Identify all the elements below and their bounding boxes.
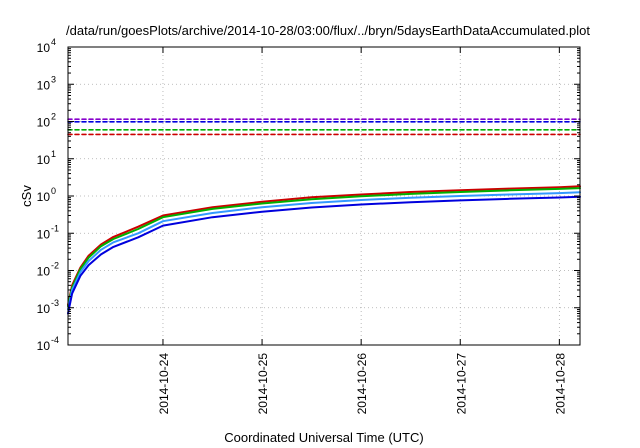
x-tick-label: 2014-10-24 [157, 353, 171, 415]
x-axis-label: Coordinated Universal Time (UTC) [224, 430, 423, 445]
y-tick-label: 10 [37, 339, 51, 353]
x-tick-label: 2014-10-27 [454, 353, 468, 415]
series-group [67, 118, 581, 315]
y-tick-label: 10 [37, 153, 51, 167]
y-tick-label: 10 [37, 227, 51, 241]
y-tick-label: 10 [37, 190, 51, 204]
y-tick-label: 10 [37, 41, 51, 55]
x-tick-label: 2014-10-28 [553, 353, 567, 415]
y-tick-exponent: 2 [51, 112, 56, 122]
chart-title: /data/run/goesPlots/archive/2014-10-28/0… [66, 23, 590, 38]
y-axis-label: cSv [19, 185, 34, 207]
y-tick-label: 10 [37, 78, 51, 92]
x-tick-label: 2014-10-26 [355, 353, 369, 415]
y-tick-exponent: -2 [51, 261, 59, 271]
y-tick-exponent: 4 [51, 37, 56, 47]
series-line [67, 185, 581, 306]
y-tick-exponent: -3 [51, 298, 59, 308]
series-line [67, 191, 581, 311]
y-tick-label: 10 [37, 302, 51, 316]
x-tick-label: 2014-10-25 [256, 353, 270, 415]
x-axis: 2014-10-24 2014-10-25 2014-10-26 2014-10-27… [157, 47, 567, 414]
series-line [67, 195, 581, 315]
y-tick-exponent: 0 [51, 186, 56, 196]
y-tick-exponent: -1 [51, 223, 59, 233]
series-line [67, 187, 581, 308]
y-tick-label: 10 [37, 265, 51, 279]
y-tick-label: 10 [37, 116, 51, 130]
y-tick-exponent: 1 [51, 149, 56, 159]
y-tick-exponent: -4 [51, 335, 59, 345]
y-tick-exponent: 3 [51, 74, 56, 84]
